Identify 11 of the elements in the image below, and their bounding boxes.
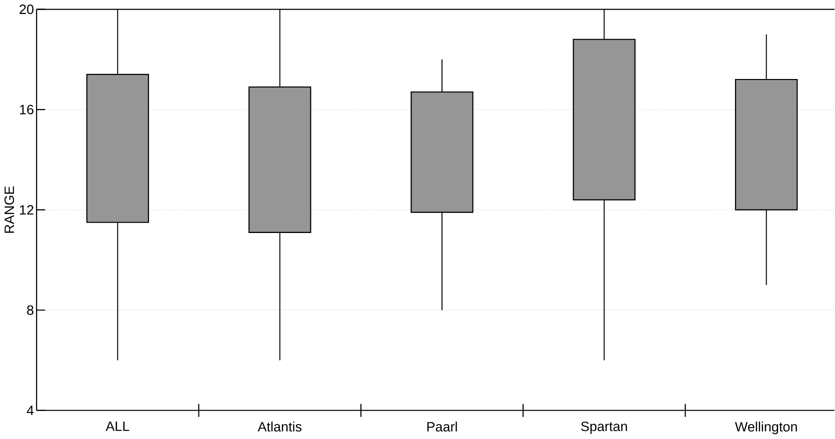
y-tick-label: 20 xyxy=(20,4,34,14)
y-tick-label: 8 xyxy=(27,305,34,316)
x-tick-label: ALL xyxy=(106,422,130,432)
x-tick-label: Paarl xyxy=(427,422,457,432)
x-tick-label: Spartan xyxy=(581,422,627,434)
y-axis-title: RANGE xyxy=(4,186,14,233)
y-tick-label: 4 xyxy=(26,406,34,416)
y-tick-label: 12 xyxy=(20,205,34,215)
y-tick-label: 16 xyxy=(20,104,34,114)
x-tick-label: Atlantis xyxy=(258,422,302,432)
x-tick-label: Wellington xyxy=(734,422,797,434)
